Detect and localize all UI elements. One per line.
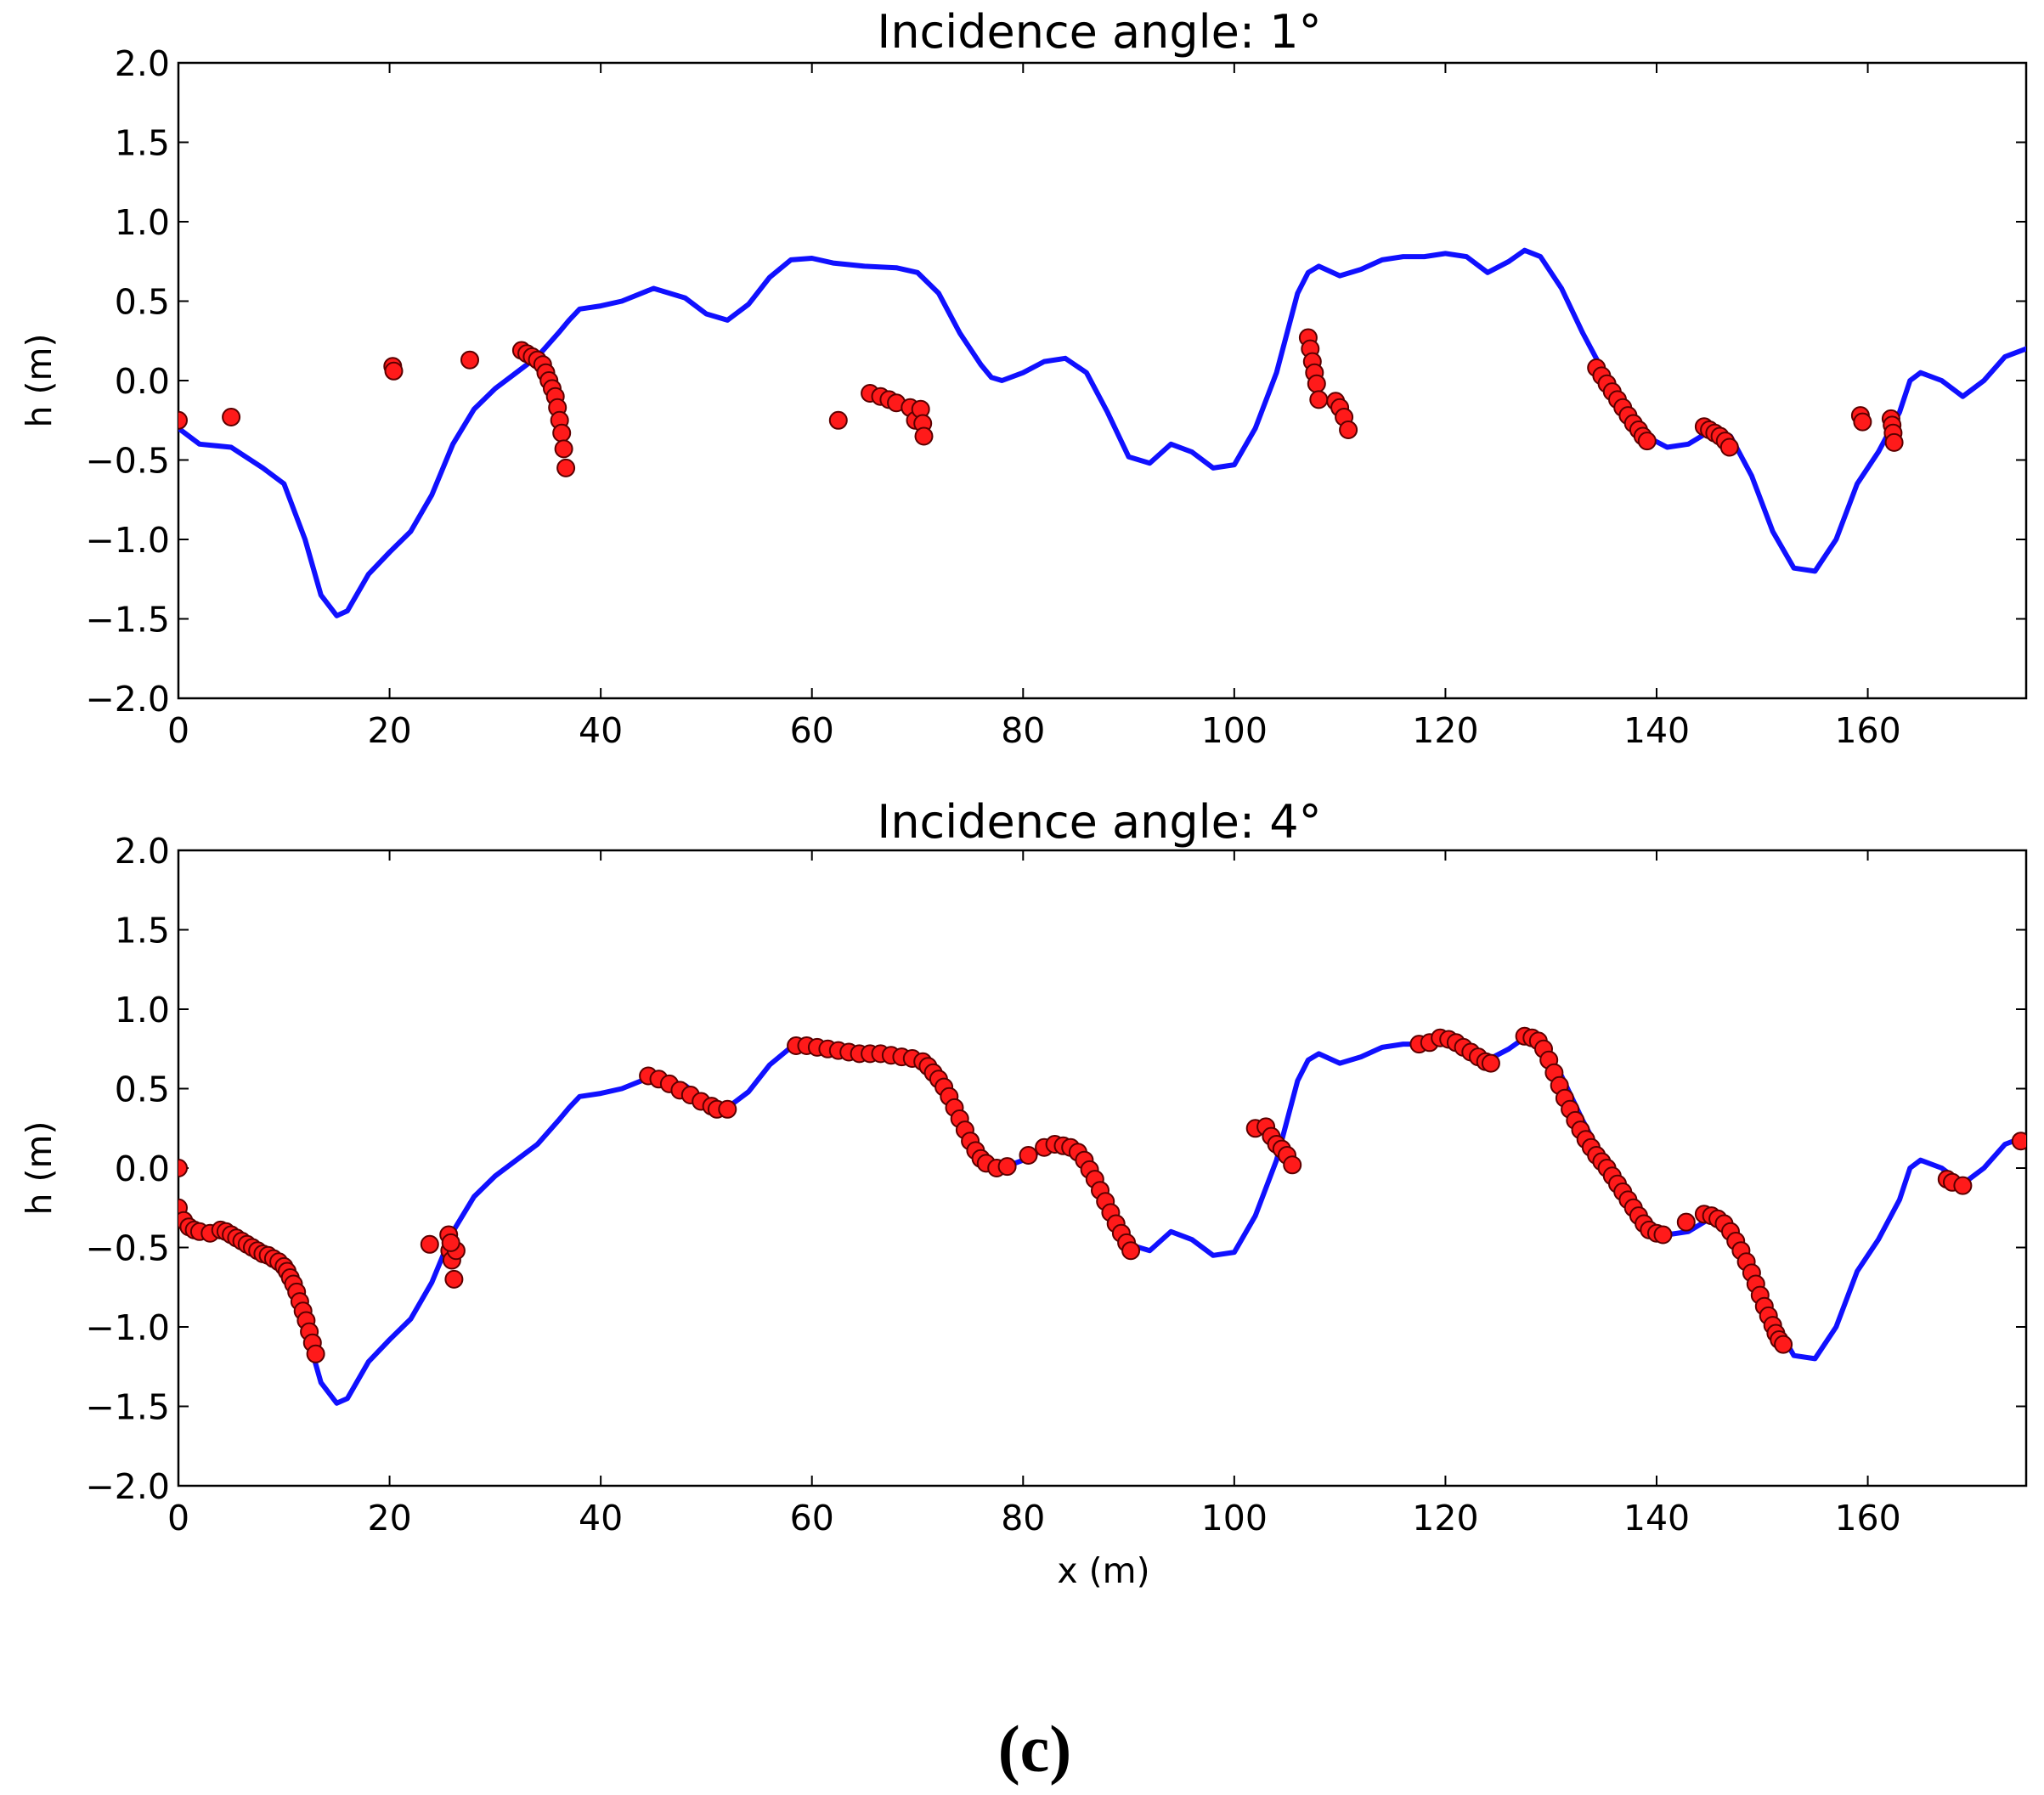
y-tick-label: −0.5 — [85, 441, 170, 482]
data-point — [460, 350, 479, 370]
data-point — [556, 458, 576, 477]
x-tick-label: 40 — [579, 710, 623, 751]
y-tick-label: 1.5 — [115, 123, 170, 164]
chart-incidence-4deg: Incidence angle: 4° x (m) 0 20 40 60 80 100 12… — [19, 795, 2028, 1591]
data-point — [2011, 1132, 2026, 1151]
x-tick-label: 140 — [1623, 710, 1690, 751]
y-tick-label: −1.0 — [85, 1307, 170, 1348]
y-tick-label: −2.0 — [85, 1466, 170, 1507]
x-tick-label: 20 — [367, 1498, 411, 1538]
y-tick-label: 0.0 — [115, 361, 170, 402]
y-tick-label: −1.0 — [85, 520, 170, 561]
y-tick-label: −0.5 — [85, 1228, 170, 1269]
x-tick-label: 0 — [167, 1498, 189, 1538]
data-point — [222, 408, 241, 426]
data-point — [1884, 432, 1904, 452]
data-point — [1637, 432, 1657, 451]
chart-incidence-1deg: Incidence angle: 1° 0 20 40 60 80 100 120 140 16… — [19, 5, 2028, 751]
x-tick-label: 100 — [1201, 710, 1268, 751]
data-point — [420, 1234, 439, 1254]
data-point — [1676, 1212, 1696, 1232]
x-axis-label: x (m) — [1057, 1550, 1149, 1591]
data-point — [718, 1099, 737, 1119]
y-tick-label: 0.5 — [115, 1070, 170, 1110]
y-tick-label: −1.5 — [85, 1387, 170, 1428]
plot-frame — [177, 849, 2028, 1487]
y-tick-label: 1.0 — [115, 202, 170, 243]
y-tick-label: 2.0 — [115, 43, 170, 84]
data-point — [914, 426, 934, 446]
chart-title: Incidence angle: 4° — [877, 795, 1321, 849]
y-tick-label: 0.5 — [115, 282, 170, 323]
y-tick-label: −1.5 — [85, 600, 170, 641]
data-point — [444, 1269, 464, 1289]
chart-title: Incidence angle: 1° — [877, 5, 1321, 59]
data-point — [1481, 1053, 1500, 1073]
x-tick-label: 160 — [1834, 710, 1900, 751]
data-point — [1339, 421, 1358, 439]
y-tick-label: 0.0 — [115, 1149, 170, 1189]
data-point — [1307, 374, 1326, 393]
x-tick-label: 80 — [1001, 710, 1045, 751]
data-point — [1283, 1155, 1302, 1175]
y-tick-label: −2.0 — [85, 679, 170, 720]
plot-content — [178, 1026, 2026, 1406]
x-tick-label: 100 — [1201, 1498, 1268, 1538]
y-tick-label: 2.0 — [115, 831, 170, 872]
profile-line — [178, 1035, 2026, 1406]
y-axis-label: h (m) — [19, 334, 59, 428]
data-point — [997, 1157, 1017, 1177]
x-tick-label: 40 — [579, 1498, 623, 1538]
data-point — [1774, 1335, 1793, 1354]
x-tick-label: 20 — [367, 710, 411, 751]
data-point — [1853, 412, 1872, 432]
profile-line — [178, 247, 2026, 618]
data-point — [1719, 437, 1739, 457]
x-tick-label: 160 — [1834, 1498, 1900, 1538]
y-tick-label: 1.0 — [115, 990, 170, 1030]
x-tick-label: 140 — [1623, 1498, 1690, 1538]
data-point — [384, 361, 404, 381]
x-tick-label: 60 — [790, 1498, 834, 1538]
x-tick-label: 120 — [1412, 1498, 1478, 1538]
data-point — [1653, 1225, 1673, 1245]
figure-caption: (c) — [998, 1712, 1072, 1786]
y-axis-label: h (m) — [19, 1121, 59, 1216]
data-point — [552, 423, 572, 443]
data-point — [178, 1159, 188, 1177]
plot-content — [178, 247, 2026, 618]
data-point — [828, 410, 848, 430]
x-tick-label: 120 — [1412, 710, 1478, 751]
data-point — [306, 1344, 325, 1363]
x-tick-label: 60 — [790, 710, 834, 751]
data-point — [178, 410, 188, 430]
data-point — [1953, 1176, 1973, 1195]
data-point — [1309, 390, 1329, 409]
y-tick-label: 1.5 — [115, 911, 170, 951]
x-tick-label: 0 — [167, 710, 189, 751]
data-point — [1019, 1146, 1038, 1165]
plot-frame — [177, 61, 2028, 700]
data-point — [554, 439, 573, 459]
data-point — [441, 1233, 460, 1252]
data-point — [1121, 1241, 1141, 1261]
x-tick-label: 80 — [1001, 1498, 1045, 1538]
